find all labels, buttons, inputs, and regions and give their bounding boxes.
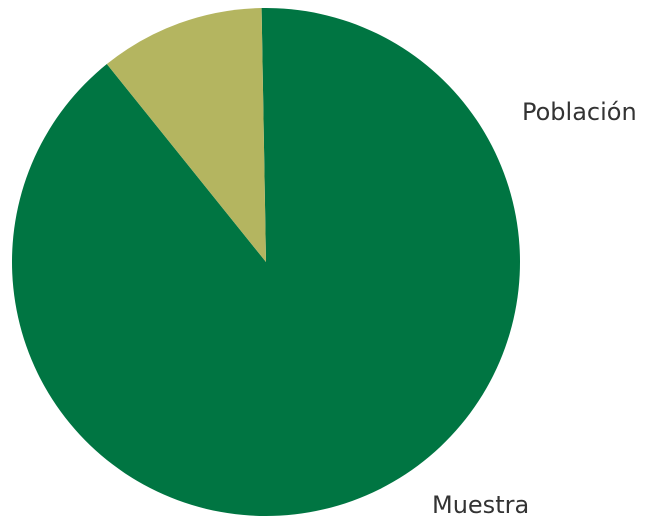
pie-slice-poblacion <box>11 8 520 517</box>
slice-label-poblacion: Población <box>522 98 637 126</box>
pie-slice-muestra <box>106 8 266 263</box>
slice-label-muestra: Muestra <box>432 491 529 519</box>
pie-slices <box>11 8 520 517</box>
